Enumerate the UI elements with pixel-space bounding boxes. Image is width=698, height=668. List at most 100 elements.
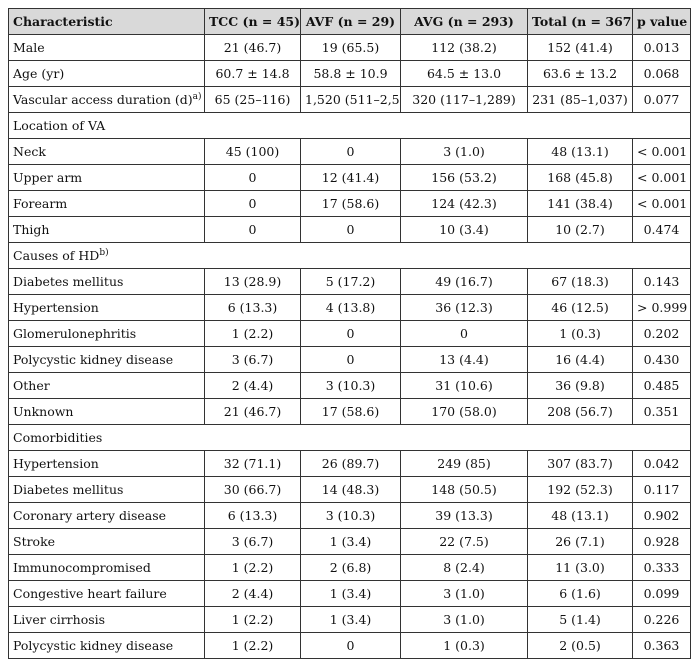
value-cell: 36 (9.8) (527, 372, 633, 399)
value-cell: 0 (204, 164, 301, 191)
value-cell: 1 (3.4) (300, 606, 401, 633)
value-cell: 64.5 ± 13.0 (400, 60, 528, 87)
value-cell: 0.202 (632, 320, 691, 347)
value-cell: 0.226 (632, 606, 691, 633)
value-cell: > 0.999 (632, 294, 691, 321)
value-cell: 0.068 (632, 60, 691, 87)
value-cell: < 0.001 (632, 164, 691, 191)
value-cell: 231 (85–1,037) (527, 86, 633, 113)
row-label: Coronary artery disease (13, 508, 167, 523)
value-cell: 12 (41.4) (300, 164, 401, 191)
value-cell: 0 (300, 632, 401, 659)
row-label-cell: Unknown (8, 398, 205, 425)
section-row: Causes of HDb) (8, 242, 691, 269)
value-cell: 124 (42.3) (400, 190, 528, 217)
value-cell: 0.430 (632, 346, 691, 373)
value-cell: 2 (4.4) (204, 372, 301, 399)
value-cell: 0 (300, 138, 401, 165)
value-cell: 112 (38.2) (400, 34, 528, 61)
value-cell: 67 (18.3) (527, 268, 633, 295)
value-cell: 0.902 (632, 502, 691, 529)
data-row: Coronary artery disease 6 (13.3) 3 (10.3) 3… (8, 502, 691, 529)
header-cell: p value (632, 8, 691, 35)
value-cell: 21 (46.7) (204, 34, 301, 61)
data-row: Upper arm 0 12 (41.4) 156 (53.2) 168 (45.8) <… (8, 164, 691, 191)
header-cell: Characteristic (8, 8, 205, 35)
value-cell: 1 (2.2) (204, 632, 301, 659)
value-cell: 36 (12.3) (400, 294, 528, 321)
value-cell: 21 (46.7) (204, 398, 301, 425)
value-cell: 60.7 ± 14.8 (204, 60, 301, 87)
data-row: Stroke 3 (6.7) 1 (3.4) 22 (7.5) 26 (7.1) 0.92… (8, 528, 691, 555)
value-cell: 208 (56.7) (527, 398, 633, 425)
data-row: Vascular access duration (d)a) 65 (25–116… (8, 86, 691, 113)
data-row: Unknown 21 (46.7) 17 (58.6) 170 (58.0) 208 (… (8, 398, 691, 425)
row-label: Upper arm (13, 170, 83, 185)
data-row: Neck 45 (100) 0 3 (1.0) 48 (13.1) < 0.001 (8, 138, 691, 165)
row-label: Polycystic kidney disease (13, 638, 174, 653)
row-label-cell: Other (8, 372, 205, 399)
value-cell: 13 (4.4) (400, 346, 528, 373)
row-label: Neck (13, 144, 46, 159)
value-cell: 3 (1.0) (400, 580, 528, 607)
value-cell: 0.077 (632, 86, 691, 113)
value-cell: 22 (7.5) (400, 528, 528, 555)
value-cell: 156 (53.2) (400, 164, 528, 191)
value-cell: 5 (17.2) (300, 268, 401, 295)
value-cell: 0.363 (632, 632, 691, 659)
value-cell: 1 (3.4) (300, 528, 401, 555)
value-cell: 63.6 ± 13.2 (527, 60, 633, 87)
value-cell: 10 (2.7) (527, 216, 633, 243)
value-cell: 6 (13.3) (204, 294, 301, 321)
data-row: Hypertension 32 (71.1) 26 (89.7) 249 (85) 30… (8, 450, 691, 477)
row-label-cell: Age (yr) (8, 60, 205, 87)
value-cell: 141 (38.4) (527, 190, 633, 217)
value-cell: 170 (58.0) (400, 398, 528, 425)
section-cell: Comorbidities (8, 424, 691, 451)
value-cell: 3 (6.7) (204, 346, 301, 373)
section-cell: Causes of HDb) (8, 242, 691, 269)
row-label-cell: Male (8, 34, 205, 61)
value-cell: 1,520 (511–2,557) (300, 86, 401, 113)
value-cell: 0 (300, 216, 401, 243)
header-cell: AVF (n = 29) (300, 8, 401, 35)
row-label: Diabetes mellitus (13, 274, 124, 289)
data-row: Diabetes mellitus 30 (66.7) 14 (48.3) 148 (… (8, 476, 691, 503)
section-label: Causes of HD (13, 248, 100, 264)
footnote-mark: a) (192, 91, 202, 102)
data-row: Forearm 0 17 (58.6) 124 (42.3) 141 (38.4) < 0… (8, 190, 691, 217)
data-row: Congestive heart failure 2 (4.4) 1 (3.4) 3 … (8, 580, 691, 607)
value-cell: 0 (300, 346, 401, 373)
value-cell: 48 (13.1) (527, 138, 633, 165)
value-cell: 1 (0.3) (527, 320, 633, 347)
value-cell: 0.474 (632, 216, 691, 243)
value-cell: 13 (28.9) (204, 268, 301, 295)
row-label-cell: Upper arm (8, 164, 205, 191)
header-cell: TCC (n = 45) (204, 8, 301, 35)
footnote-mark: b) (99, 247, 109, 258)
value-cell: 1 (2.2) (204, 606, 301, 633)
row-label-cell: Neck (8, 138, 205, 165)
value-cell: 0.013 (632, 34, 691, 61)
value-cell: 2 (6.8) (300, 554, 401, 581)
row-label: Congestive heart failure (13, 586, 167, 601)
value-cell: 3 (1.0) (400, 606, 528, 633)
row-label: Diabetes mellitus (13, 482, 124, 497)
value-cell: 1 (2.2) (204, 320, 301, 347)
value-cell: 26 (89.7) (300, 450, 401, 477)
row-label: Age (yr) (13, 66, 65, 81)
row-label: Stroke (13, 534, 56, 549)
row-label-cell: Polycystic kidney disease (8, 632, 205, 659)
row-label: Other (13, 378, 50, 393)
value-cell: 1 (0.3) (400, 632, 528, 659)
value-cell: 2 (4.4) (204, 580, 301, 607)
value-cell: 65 (25–116) (204, 86, 301, 113)
value-cell: 0.485 (632, 372, 691, 399)
row-label-cell: Glomerulonephritis (8, 320, 205, 347)
value-cell: 6 (1.6) (527, 580, 633, 607)
value-cell: 0 (300, 320, 401, 347)
section-row: Location of VA (8, 112, 691, 139)
row-label-cell: Coronary artery disease (8, 502, 205, 529)
data-row: Polycystic kidney disease 1 (2.2) 0 1 (0.3)… (8, 632, 691, 659)
value-cell: 0.351 (632, 398, 691, 425)
